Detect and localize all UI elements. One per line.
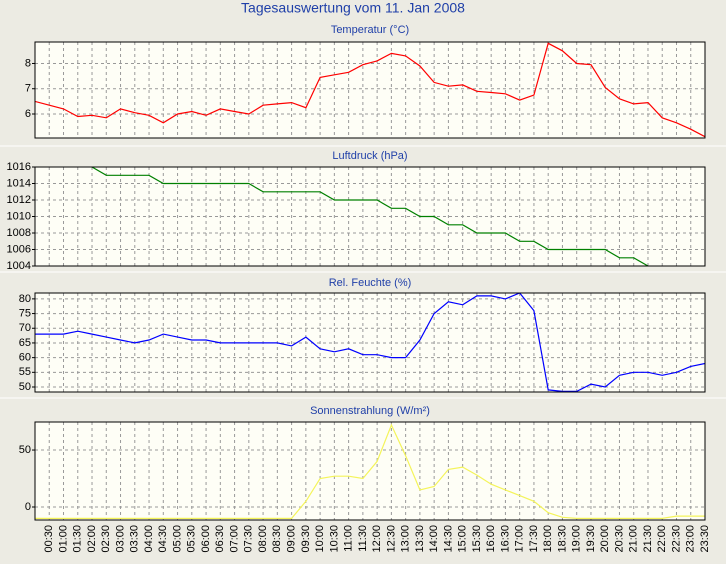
panel-title: Sonnenstrahlung (W/m²) [310, 405, 430, 417]
x-tick-label: 18:00 [542, 525, 554, 553]
x-tick-label: 08:30 [271, 525, 283, 553]
y-tick-label: 6 [25, 108, 31, 120]
x-tick-label: 22:00 [656, 525, 668, 553]
x-tick-label: 19:30 [585, 525, 597, 553]
x-tick-label: 13:00 [400, 525, 412, 553]
y-tick-label: 1010 [7, 210, 31, 222]
x-tick-label: 10:00 [314, 525, 326, 553]
x-tick-label: 11:00 [343, 525, 355, 552]
x-tick-label: 08:00 [257, 525, 269, 553]
x-tick-label: 17:00 [514, 525, 526, 553]
panel-title: Luftdruck (hPa) [332, 150, 407, 162]
x-tick-label: 12:00 [371, 525, 383, 553]
x-tick-label: 20:00 [599, 525, 611, 553]
x-tick-label: 20:30 [613, 525, 625, 553]
plot-border [34, 166, 706, 267]
y-tick-label: 1016 [7, 161, 31, 173]
data-line [35, 42, 705, 138]
y-tick-label: 1012 [7, 194, 31, 206]
x-tick-label: 15:00 [457, 525, 469, 553]
x-tick-label: 06:30 [214, 525, 226, 553]
x-tick-label: 19:00 [571, 525, 583, 553]
series [35, 293, 705, 392]
x-tick-label: 00:30 [43, 525, 55, 553]
x-tick-label: 02:00 [86, 525, 98, 553]
x-tick-label: 05:00 [171, 525, 183, 553]
y-tick-label: 65 [19, 337, 31, 349]
x-tick-label: 07:00 [228, 525, 240, 553]
y-tick-label: 55 [19, 366, 31, 378]
x-tick-label: 23:30 [699, 525, 711, 553]
x-tick-label: 17:30 [528, 525, 540, 553]
series [35, 423, 705, 519]
x-tick-label: 21:00 [628, 525, 640, 553]
y-tick-label: 50 [19, 381, 31, 393]
data-line [35, 423, 705, 519]
x-tick-label: 03:00 [114, 525, 126, 553]
x-tick-label: 14:00 [428, 525, 440, 553]
y-tick-label: 1006 [7, 243, 31, 255]
x-tick-label: 10:30 [328, 525, 340, 553]
x-tick-label: 05:30 [186, 525, 198, 553]
x-tick-label: 14:30 [442, 525, 454, 553]
y-tick-label: 70 [19, 322, 31, 334]
y-tick-label: 60 [19, 352, 31, 364]
page-title: Tagesauswertung vom 11. Jan 2008 [241, 0, 465, 16]
y-tick-label: 80 [19, 293, 31, 305]
y-tick-label: 1004 [7, 260, 31, 272]
y-tick-label: 1014 [7, 177, 31, 189]
plot-border [34, 292, 706, 393]
x-tick-label: 16:30 [499, 525, 511, 553]
x-tick-label: 03:30 [129, 525, 141, 553]
y-tick-label: 75 [19, 307, 31, 319]
x-tick-label: 01:00 [57, 525, 69, 553]
x-tick-label: 09:00 [286, 525, 298, 553]
x-tick-label: 15:30 [471, 525, 483, 553]
plot-area [35, 167, 705, 266]
series [91, 167, 649, 266]
data-line [91, 167, 649, 266]
series [35, 42, 705, 138]
x-tick-label: 02:30 [100, 525, 112, 553]
x-tick-label: 04:30 [157, 525, 169, 553]
data-line [35, 293, 705, 392]
plot-border [34, 421, 706, 521]
x-tick-label: 01:30 [72, 525, 84, 553]
x-tick-label: 04:00 [143, 525, 155, 553]
plot-area [35, 42, 705, 138]
y-tick-label: 0 [25, 501, 31, 513]
x-tick-label: 16:00 [485, 525, 497, 553]
x-tick-label: 07:30 [243, 525, 255, 553]
x-tick-label: 21:30 [642, 525, 654, 553]
x-tick-label: 23:00 [685, 525, 697, 553]
x-tick-label: 13:30 [414, 525, 426, 553]
x-tick-label: 11:30 [357, 525, 369, 552]
y-tick-label: 7 [25, 83, 31, 95]
x-tick-label: 12:30 [385, 525, 397, 553]
x-tick-label: 09:30 [300, 525, 312, 553]
y-tick-label: 1008 [7, 227, 31, 239]
x-tick-label: 22:30 [670, 525, 682, 553]
x-tick-label: 06:00 [200, 525, 212, 553]
plot-area [35, 422, 705, 520]
y-tick-label: 8 [25, 57, 31, 69]
panel-title: Temperatur (°C) [331, 24, 409, 36]
panel-title: Rel. Feuchte (%) [329, 277, 412, 289]
y-tick-label: 50 [19, 444, 31, 456]
plot-border [34, 41, 706, 139]
x-tick-label: 18:30 [556, 525, 568, 553]
